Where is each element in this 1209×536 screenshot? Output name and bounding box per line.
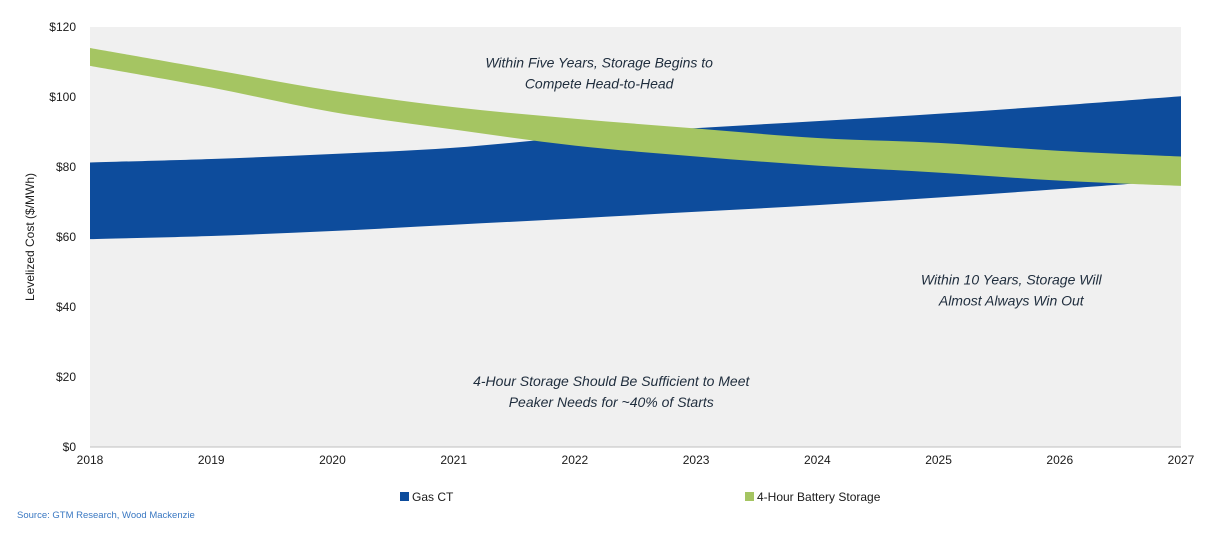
y-tick-label: $60	[56, 230, 76, 244]
x-tick-label: 2020	[319, 453, 346, 467]
legend: Gas CT 4-Hour Battery Storage	[400, 490, 881, 504]
y-tick-label: $120	[49, 20, 76, 34]
annotation-text: Within 10 Years, Storage Will	[921, 271, 1103, 287]
y-axis-label: Levelized Cost ($/MWh)	[23, 173, 37, 301]
annotation-text: Within Five Years, Storage Begins to	[485, 54, 713, 70]
legend-label: Gas CT	[412, 490, 454, 504]
series-band-gas-ct	[90, 96, 1181, 240]
x-tick-label: 2019	[198, 453, 225, 467]
y-tick-labels: $0 $20 $40 $60 $80 $100 $120	[49, 20, 76, 454]
y-tick-label: $80	[56, 160, 76, 174]
series-band-battery-storage	[90, 48, 1181, 186]
annotation-text: Compete Head-to-Head	[525, 75, 675, 91]
annotation-text: Peaker Needs for ~40% of Starts	[509, 394, 714, 410]
y-tick-label: $40	[56, 300, 76, 314]
y-tick-label: $20	[56, 370, 76, 384]
x-tick-label: 2025	[925, 453, 952, 467]
annotation-text: Almost Always Win Out	[938, 292, 1085, 308]
x-tick-label: 2021	[440, 453, 467, 467]
y-tick-label: $0	[63, 440, 77, 454]
x-tick-label: 2026	[1046, 453, 1073, 467]
x-tick-label: 2022	[562, 453, 589, 467]
y-tick-label: $100	[49, 90, 76, 104]
x-tick-label: 2027	[1168, 453, 1195, 467]
legend-swatch	[400, 492, 409, 501]
series-areas	[90, 48, 1181, 240]
source-note: Source: GTM Research, Wood Mackenzie	[17, 510, 195, 521]
annotation-text: 4-Hour Storage Should Be Sufficient to M…	[473, 373, 750, 389]
legend-swatch	[745, 492, 754, 501]
x-tick-label: 2018	[77, 453, 104, 467]
legend-label: 4-Hour Battery Storage	[757, 490, 881, 504]
x-tick-labels: 2018 2019 2020 2021 2022 2023 2024 2025 2026 2027	[77, 453, 1195, 467]
x-tick-label: 2023	[683, 453, 710, 467]
x-tick-label: 2024	[804, 453, 831, 467]
annotations: Within Five Years, Storage Begins to Comp…	[473, 54, 1102, 410]
